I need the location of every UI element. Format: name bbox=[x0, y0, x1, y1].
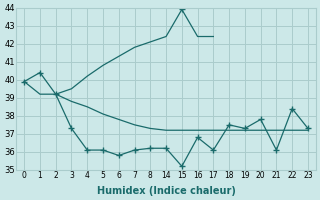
X-axis label: Humidex (Indice chaleur): Humidex (Indice chaleur) bbox=[97, 186, 236, 196]
